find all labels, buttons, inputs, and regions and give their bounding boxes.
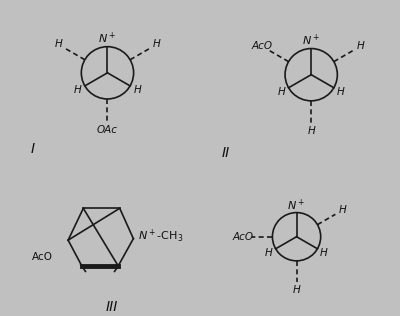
Text: AcO: AcO: [252, 41, 272, 51]
Text: $N^+$: $N^+$: [288, 198, 306, 213]
Text: $N^+$-CH$_3$: $N^+$-CH$_3$: [138, 228, 183, 245]
Text: H: H: [320, 247, 328, 258]
Text: AcO: AcO: [233, 232, 254, 242]
Text: H: H: [293, 285, 300, 295]
Text: H: H: [74, 85, 82, 95]
Text: H: H: [356, 41, 364, 51]
Text: $N^+$: $N^+$: [302, 33, 320, 48]
Text: H: H: [307, 126, 315, 137]
Text: H: H: [133, 85, 141, 95]
Text: H: H: [278, 87, 285, 97]
Text: AcO: AcO: [32, 252, 53, 262]
Text: III: III: [106, 300, 118, 314]
Text: II: II: [221, 146, 230, 160]
Text: H: H: [153, 40, 160, 49]
Text: I: I: [31, 143, 35, 156]
Text: H: H: [337, 87, 345, 97]
Text: OAc: OAc: [97, 125, 118, 135]
Text: $N^+$: $N^+$: [98, 31, 116, 46]
Text: H: H: [339, 205, 347, 215]
Text: H: H: [265, 247, 273, 258]
Text: H: H: [54, 40, 62, 49]
